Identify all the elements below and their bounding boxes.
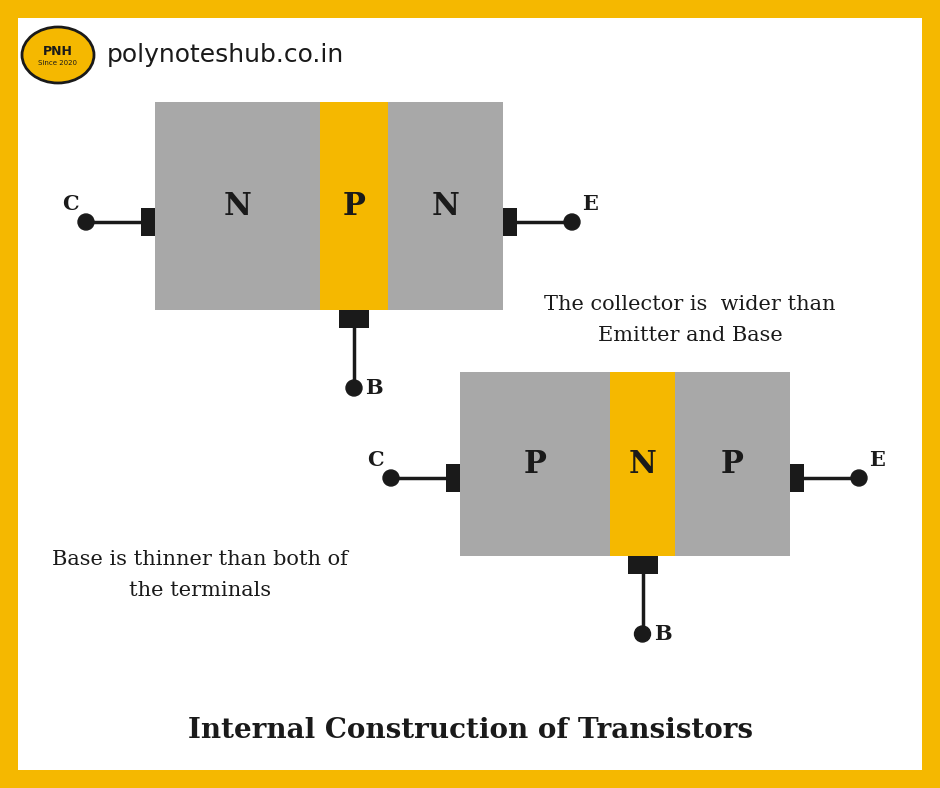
Text: C: C: [367, 450, 384, 470]
Circle shape: [564, 214, 580, 230]
Circle shape: [78, 214, 94, 230]
Text: Since 2020: Since 2020: [39, 60, 77, 66]
Bar: [460, 372, 790, 556]
Text: E: E: [870, 450, 885, 470]
Bar: [790, 464, 804, 492]
Text: N: N: [629, 448, 656, 480]
Circle shape: [634, 626, 650, 642]
Circle shape: [851, 470, 867, 486]
Text: P: P: [342, 191, 366, 221]
Text: P: P: [721, 448, 744, 480]
Bar: [320, 102, 388, 310]
Bar: [141, 208, 155, 236]
Bar: [628, 556, 657, 574]
Text: C: C: [62, 194, 78, 214]
Text: P: P: [524, 448, 546, 480]
Text: N: N: [431, 191, 460, 221]
Text: N: N: [224, 191, 251, 221]
Bar: [610, 372, 675, 556]
Text: The collector is  wider than
Emitter and Base: The collector is wider than Emitter and …: [544, 295, 836, 345]
Text: Base is thinner than both of
the terminals: Base is thinner than both of the termina…: [52, 550, 348, 600]
Text: polynoteshub.co.in: polynoteshub.co.in: [107, 43, 344, 67]
Bar: [503, 208, 517, 236]
Circle shape: [383, 470, 399, 486]
Bar: [155, 102, 503, 310]
Bar: [339, 310, 369, 328]
Bar: [446, 464, 460, 492]
Text: B: B: [365, 378, 383, 398]
Ellipse shape: [22, 27, 94, 83]
Text: Internal Construction of Transistors: Internal Construction of Transistors: [187, 716, 753, 744]
Text: E: E: [582, 194, 598, 214]
Text: PNH: PNH: [43, 44, 73, 58]
Text: B: B: [653, 624, 671, 644]
Circle shape: [346, 380, 362, 396]
